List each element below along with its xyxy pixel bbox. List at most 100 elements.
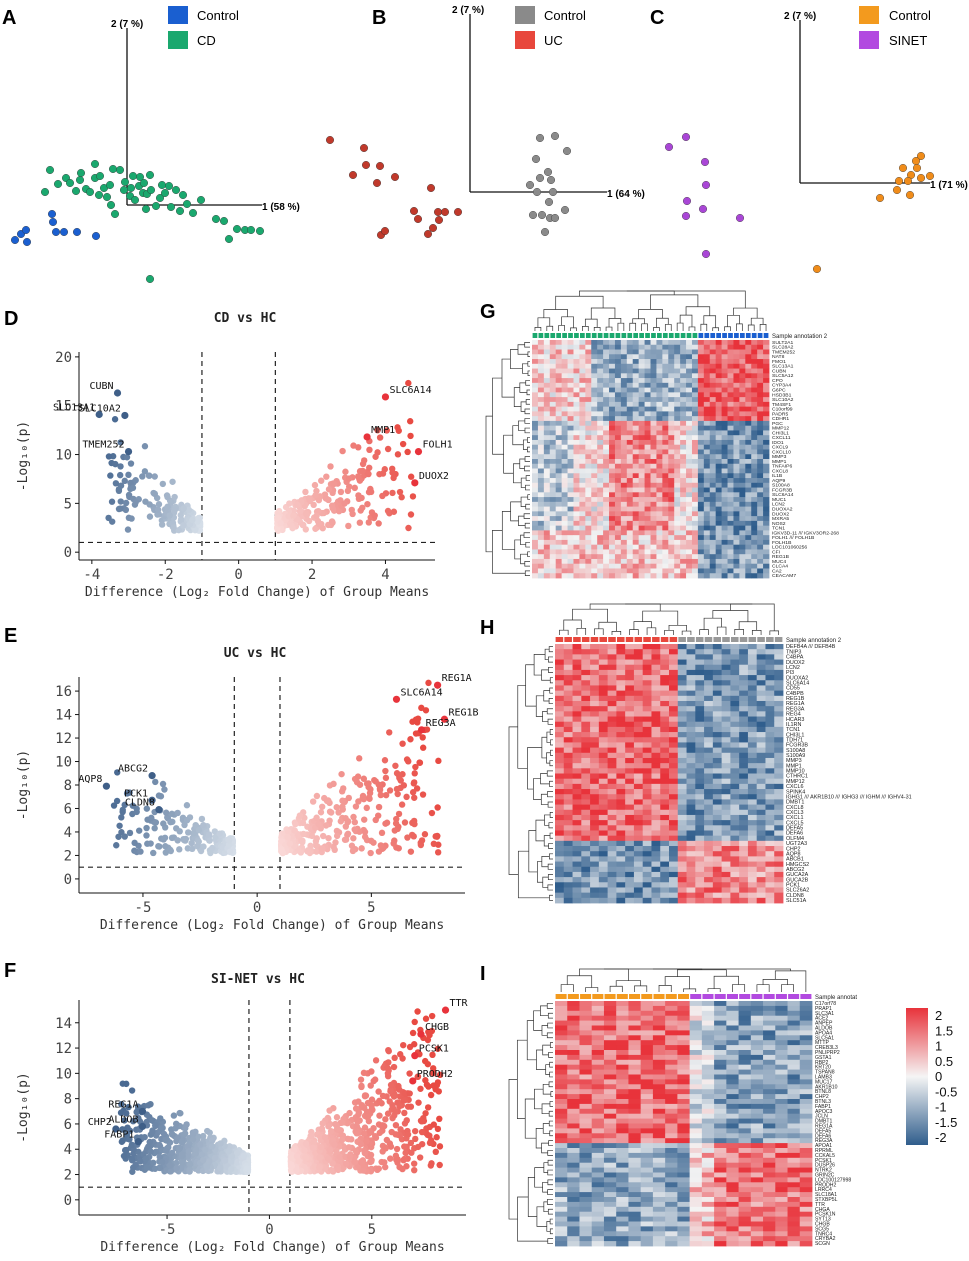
heatmap-cell [603, 373, 610, 379]
gene-point-up [311, 481, 319, 489]
heatmap-cell [709, 397, 717, 403]
heatmap-cell [739, 487, 746, 493]
heatmap-cell [609, 492, 616, 498]
gene-point-up [326, 1107, 333, 1114]
heatmap-cell [656, 478, 663, 484]
heatmap-cell [537, 373, 545, 379]
heatmap-cell [727, 535, 734, 541]
heatmap-cell [632, 359, 640, 365]
heatmap-cell [567, 549, 574, 555]
heatmap-cell [715, 435, 722, 441]
x-tick-label: -4 [83, 567, 100, 583]
heatmap-cell [730, 654, 740, 660]
heatmap-cell [674, 387, 681, 393]
heatmap-cell [620, 506, 628, 512]
heatmap-cell [739, 425, 746, 431]
heatmap-cell [662, 535, 669, 541]
heatmap-cell [730, 669, 740, 676]
pca-point-control [23, 237, 32, 246]
heatmap-cell [757, 411, 764, 417]
heatmap-cell [733, 378, 740, 384]
heatmap-cell [561, 363, 568, 369]
heatmap-cell [603, 497, 610, 503]
heatmap-cell [555, 392, 563, 398]
heatmap-cell [532, 568, 539, 574]
heatmap-cell [573, 416, 580, 422]
heatmap-cell [703, 354, 711, 360]
heatmap-cell [697, 530, 705, 536]
y-axis-title: -Log₁₀(p) [16, 1072, 31, 1142]
heatmap-cell [721, 401, 728, 408]
x-tick-label: 0 [265, 1222, 273, 1238]
heatmap-cell [715, 411, 722, 417]
heatmap-cell [573, 463, 580, 469]
gene-point-up [278, 847, 286, 855]
heatmap-cell [703, 549, 711, 555]
heatmap-cell [730, 644, 740, 650]
heatmap-cell [591, 478, 598, 484]
gene-point-down [122, 499, 130, 507]
heatmap-cell [677, 680, 687, 686]
gene-point-down [185, 506, 193, 514]
gene-point-up [365, 794, 373, 801]
heatmap-cell [579, 435, 586, 441]
heatmap-cell [763, 573, 770, 579]
sample-annotation-cell [686, 333, 692, 338]
heatmap-cell [668, 482, 675, 488]
heatmap-cell [703, 482, 711, 488]
heatmap-cell [573, 401, 580, 408]
heatmap-cell [603, 411, 610, 417]
pca-point-control [561, 205, 570, 214]
gene-point-down [206, 837, 213, 844]
heatmap-cell [656, 406, 663, 412]
heatmap-cell [614, 411, 622, 417]
heatmap-cell [543, 535, 551, 541]
heatmap-cell [739, 516, 746, 522]
gene-point-up [328, 518, 336, 525]
heatmap-cell [549, 420, 557, 427]
sample-annotation-cell [745, 333, 751, 338]
labeled-gene-point [441, 1006, 450, 1014]
gene-point-up [338, 1136, 346, 1144]
heatmap-cell [532, 573, 539, 579]
heatmap-cell [733, 506, 740, 512]
heatmap-cell [561, 392, 568, 398]
x-tick-label: -5 [159, 1222, 176, 1238]
heatmap-cell [585, 420, 592, 427]
heatmap-cell [691, 478, 699, 484]
gene-point-up [385, 1046, 392, 1054]
heatmap-cell [751, 568, 758, 574]
heatmap-cell [656, 530, 663, 536]
gene-point-up [334, 1166, 342, 1174]
heatmap-cell [656, 425, 663, 431]
gene-point-up [426, 1139, 434, 1147]
heatmap-cell [532, 511, 539, 517]
gene-point-down [156, 843, 163, 850]
heatmap-cell [691, 511, 699, 517]
heatmap-cell [591, 397, 598, 403]
heatmap-cell [644, 478, 651, 484]
gene-point-up [409, 493, 417, 500]
pca-point-cd [128, 171, 137, 180]
heatmap-cell [597, 511, 604, 517]
legend-label-cd: CD [197, 33, 216, 48]
heatmap-cell [620, 354, 628, 360]
heatmap-cell [625, 675, 635, 681]
heatmap-cell [739, 644, 749, 650]
heatmap-cell [668, 401, 675, 408]
heatmap-cell [704, 644, 714, 650]
gene-point-up [338, 1119, 346, 1126]
heatmap-cell [721, 435, 728, 441]
pca-point-cd [219, 216, 228, 225]
pca-point-control [547, 175, 556, 184]
heatmap-cell [585, 397, 592, 403]
heatmap-cell [591, 344, 598, 350]
heatmap-cell [626, 549, 634, 555]
heatmap-cell [561, 411, 568, 417]
heatmap-cell [603, 501, 610, 507]
heatmap-cell [620, 563, 628, 569]
heatmap-cell [549, 378, 557, 384]
heatmap-cell [695, 644, 705, 650]
heatmap-cell [763, 416, 770, 422]
heatmap-cell [662, 568, 669, 574]
